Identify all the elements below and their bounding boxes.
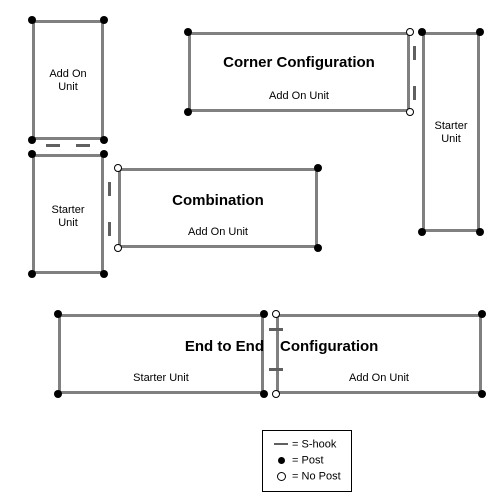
label: Add On Unit — [128, 226, 308, 239]
legend-row: = No Post — [273, 469, 341, 485]
post-corner — [28, 150, 36, 158]
nopost-corner — [406, 28, 414, 36]
legend-text: = No Post — [289, 471, 341, 483]
post-corner — [478, 390, 486, 398]
post-corner — [28, 270, 36, 278]
post-corner — [100, 16, 108, 24]
post-corner — [314, 164, 322, 172]
nopost-corner — [406, 108, 414, 116]
post-corner — [476, 28, 484, 36]
s-hook — [413, 86, 416, 100]
post-corner — [418, 28, 426, 36]
nopost-corner — [272, 310, 280, 318]
post-corner — [100, 150, 108, 158]
label: Add On Unit — [198, 90, 400, 103]
legend-text: = S-hook — [289, 439, 336, 451]
post-corner — [260, 310, 268, 318]
label: Starter Unit — [42, 204, 94, 229]
label: Combination — [128, 192, 308, 209]
s-hook — [413, 46, 416, 60]
label: Configuration — [280, 338, 474, 355]
label: End to End — [70, 338, 264, 355]
legend-symbol-post — [273, 453, 289, 468]
nopost-corner — [114, 244, 122, 252]
label: Add On Unit — [42, 68, 94, 93]
s-hook — [269, 328, 283, 331]
legend-row: = S-hook — [273, 437, 341, 453]
s-hook — [76, 144, 90, 147]
label: Starter Unit — [70, 372, 252, 385]
label: Add On Unit — [288, 372, 470, 385]
label: Starter Unit — [424, 120, 478, 145]
legend-row: = Post — [273, 453, 341, 469]
post-corner — [184, 108, 192, 116]
post-corner — [418, 228, 426, 236]
nopost-corner — [114, 164, 122, 172]
s-hook — [108, 222, 111, 236]
post-corner — [476, 228, 484, 236]
legend-symbol-nopost — [273, 469, 289, 484]
nopost-corner — [272, 390, 280, 398]
post-corner — [54, 310, 62, 318]
post-corner — [184, 28, 192, 36]
s-hook — [108, 182, 111, 196]
s-hook — [46, 144, 60, 147]
post-corner — [28, 16, 36, 24]
post-corner — [100, 136, 108, 144]
label: Corner Configuration — [198, 54, 400, 71]
post-corner — [260, 390, 268, 398]
diagram-stage: Add On Unit Starter Unit Combination Add On… — [0, 0, 500, 500]
post-corner — [100, 270, 108, 278]
post-corner — [54, 390, 62, 398]
post-corner — [28, 136, 36, 144]
post-corner — [478, 310, 486, 318]
legend-text: = Post — [289, 455, 324, 467]
legend-symbol-hook — [273, 437, 289, 452]
post-corner — [314, 244, 322, 252]
s-hook — [269, 368, 283, 371]
legend: = S-hook = Post = No Post — [262, 430, 352, 492]
